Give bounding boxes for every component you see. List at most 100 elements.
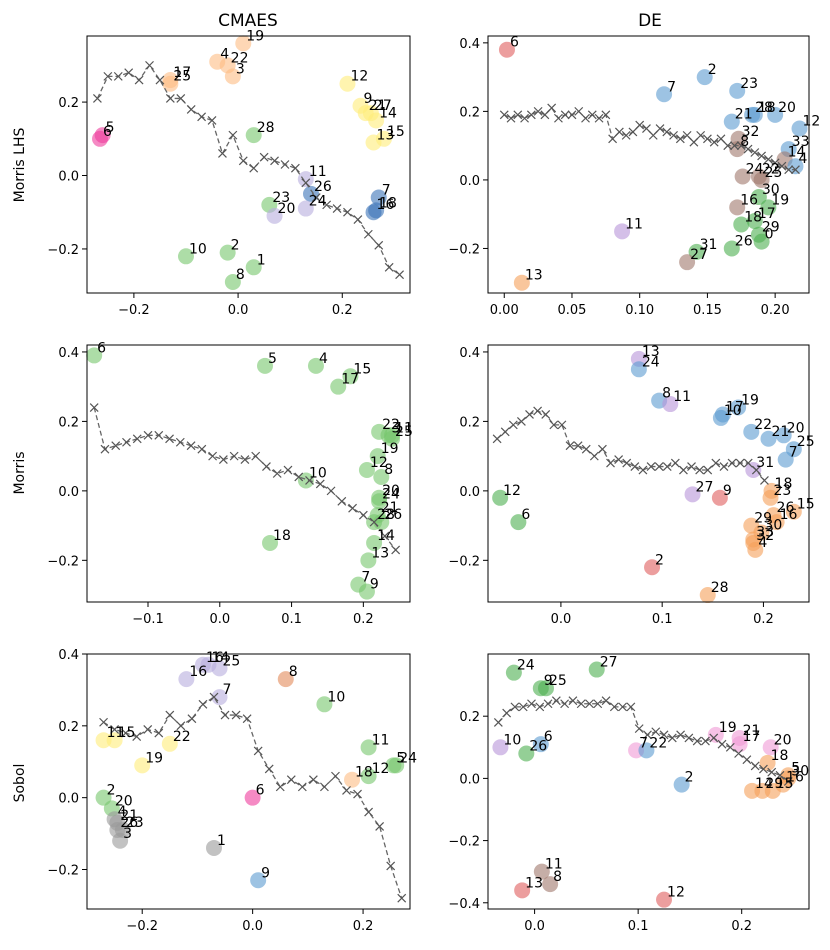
point-label: 16 [377, 197, 395, 213]
trend-marker [709, 137, 719, 147]
scatter-point [498, 41, 515, 58]
trend-marker [525, 410, 534, 419]
trend-marker [197, 112, 207, 122]
trend-marker [759, 764, 768, 774]
scatter-point [518, 745, 535, 762]
point-label: 6 [544, 729, 553, 745]
point-label: 0 [765, 227, 774, 243]
point-label: 9 [261, 865, 270, 881]
point-label: 25 [797, 434, 815, 450]
point-label: 12 [372, 761, 390, 777]
point-label: 30 [762, 182, 780, 198]
trend-marker [145, 60, 154, 70]
point-label: 10 [189, 241, 207, 257]
trend-marker [669, 130, 678, 140]
point-label: 33 [756, 524, 774, 540]
point-label: 17 [726, 399, 744, 415]
row-label-morris: Morris [12, 451, 28, 494]
point-label: 7 [382, 183, 391, 199]
point-label: 19 [771, 192, 789, 208]
point-label: 15 [776, 776, 794, 792]
trend-marker [743, 144, 753, 154]
scatter-point [375, 130, 392, 147]
point-label: 11 [673, 389, 691, 405]
trend-marker [642, 124, 651, 133]
scatter-point [542, 876, 559, 893]
scatter-point [768, 514, 785, 531]
point-label: 20 [278, 201, 296, 217]
point-label: 25 [765, 165, 783, 181]
trend-marker [218, 455, 228, 465]
point-label: 21 [735, 107, 753, 123]
scatter-point [764, 782, 781, 799]
trend-marker [638, 465, 648, 475]
point-label: 27 [690, 247, 708, 263]
point-label: 15 [797, 497, 815, 513]
trend-marker [628, 127, 638, 137]
trend-marker [322, 200, 332, 210]
axes-frame [86, 653, 411, 910]
trend-line [93, 407, 397, 551]
scatter-point [162, 75, 179, 92]
trend-marker [711, 458, 721, 468]
scatter-point [638, 742, 655, 759]
point-label: 14 [788, 144, 806, 160]
point-label: 11 [395, 420, 413, 436]
point-label: 25 [549, 673, 567, 689]
point-label: 8 [662, 386, 671, 402]
point-label: 16 [189, 664, 207, 680]
point-label: 25 [223, 653, 241, 669]
point-label: 13 [371, 545, 389, 561]
trend-marker [520, 113, 529, 123]
point-label: 8 [289, 664, 298, 680]
trend-marker [331, 771, 340, 781]
trend-marker [208, 451, 218, 461]
trend-marker [380, 531, 390, 541]
axes-frame [487, 35, 810, 294]
trend-marker [567, 110, 577, 120]
trend-marker [775, 770, 785, 780]
trend-marker [290, 163, 300, 173]
trend-marker [667, 733, 677, 743]
trend-marker [581, 113, 590, 123]
trend-marker [692, 736, 702, 746]
trend-marker [547, 103, 557, 113]
point-label: 9 [544, 673, 553, 689]
x-tick-label: 0.15 [693, 303, 722, 318]
point-label: 13 [377, 127, 395, 143]
scatter-point [644, 559, 661, 576]
trend-marker [730, 141, 739, 151]
point-label: 20 [774, 732, 792, 748]
trend-marker [358, 510, 368, 520]
trend-marker [111, 441, 121, 451]
trend-marker [783, 777, 793, 786]
trend-marker [337, 496, 347, 506]
point-label: 3 [236, 61, 245, 77]
trend-marker [554, 113, 563, 123]
trend-marker [110, 724, 120, 734]
trend-marker [348, 503, 358, 513]
y-tick-label: 0.2 [459, 710, 480, 725]
trend-marker [716, 134, 726, 144]
scatter-point [134, 757, 151, 774]
trend-marker [635, 120, 645, 130]
scatter-point [307, 357, 324, 374]
point-label: 18 [744, 209, 762, 225]
scatter-point [316, 696, 333, 713]
scatter-point [712, 409, 729, 426]
point-label: 3 [123, 826, 132, 842]
point-label: 17 [173, 65, 191, 81]
scatter-point [211, 689, 228, 706]
trend-marker [598, 444, 607, 454]
trend-marker [242, 714, 252, 724]
trend-marker [760, 476, 769, 485]
scatter-point [360, 552, 377, 569]
trend-marker [374, 240, 384, 250]
scatter-point [344, 771, 361, 788]
trend-marker [565, 441, 575, 451]
scatter-point [384, 430, 401, 447]
scatter-point [358, 462, 375, 479]
trend-marker [264, 764, 274, 774]
point-label: 22 [173, 729, 191, 745]
